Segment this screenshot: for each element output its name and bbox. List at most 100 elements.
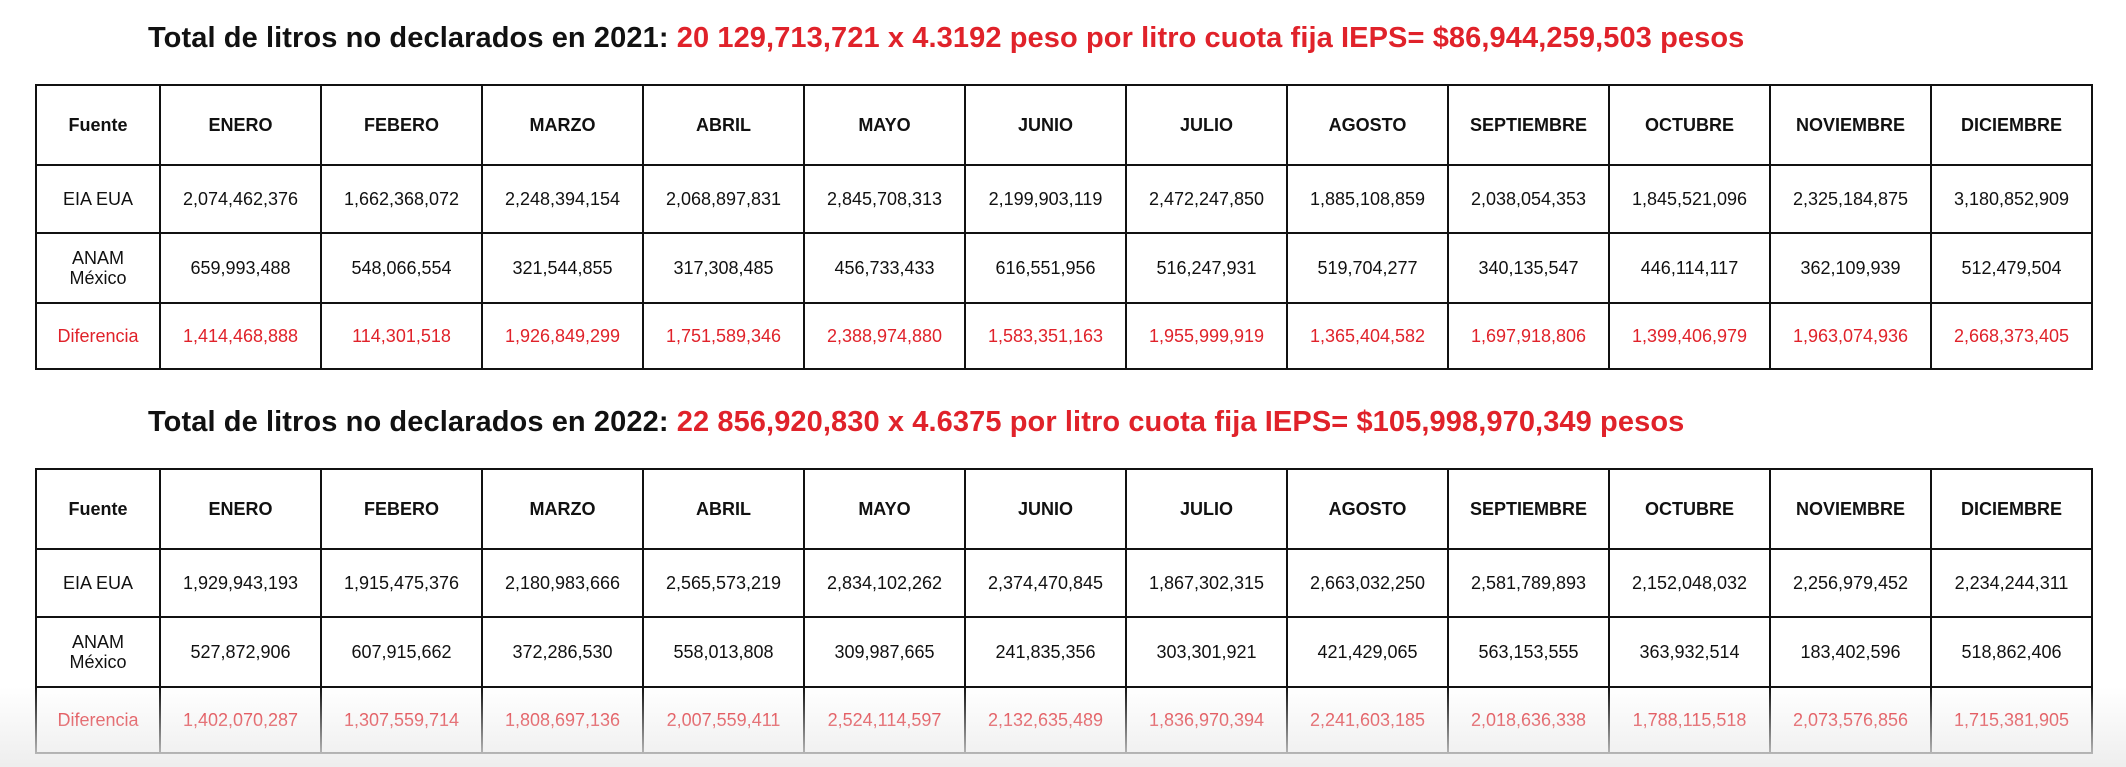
value-cell-enero: 659,993,488 [159,232,322,304]
section-title-2022: Total de litros no declarados en 2022: 2… [148,404,1684,440]
value-cell-agosto: 1,365,404,582 [1286,302,1449,370]
data-table-2022: Fuente ENERO FEBERO MARZO ABRIL MAYO JUNIO JULI… [35,468,2093,754]
value-cell-agosto: 421,429,065 [1286,616,1449,688]
value-cell-abril: 2,565,573,219 [642,548,805,618]
table-header-row: Fuente ENERO FEBERO MARZO ABRIL MAYO JUNIO JULI… [35,84,2093,166]
value-cell-julio: 1,836,970,394 [1125,686,1288,754]
value-cell-junio: 2,132,635,489 [964,686,1127,754]
value-cell-septiembre: 2,581,789,893 [1447,548,1610,618]
value-cell-junio: 1,583,351,163 [964,302,1127,370]
value-cell-octubre: 363,932,514 [1608,616,1771,688]
header-cell-noviembre: NOVIEMBRE [1769,84,1932,166]
section-title-2021: Total de litros no declarados en 2021: 2… [148,20,1744,56]
title-label: Total de litros no declarados en 2022: [148,406,677,438]
source-label: EIA EUA [35,164,161,234]
value-cell-mayo: 2,524,114,597 [803,686,966,754]
source-label: Diferencia [35,302,161,370]
value-cell-junio: 241,835,356 [964,616,1127,688]
value-cell-agosto: 1,885,108,859 [1286,164,1449,234]
value-cell-diciembre: 518,862,406 [1930,616,2093,688]
title-calculation: 22 856,920,830 x 4.6375 por litro cuota … [676,406,1685,438]
value-cell-mayo: 2,834,102,262 [803,548,966,618]
value-cell-mayo: 2,845,708,313 [803,164,966,234]
header-cell-diciembre: DICIEMBRE [1930,468,2093,550]
value-cell-julio: 2,472,247,850 [1125,164,1288,234]
value-cell-mayo: 309,987,665 [803,616,966,688]
value-cell-diciembre: 3,180,852,909 [1930,164,2093,234]
value-cell-abril: 2,068,897,831 [642,164,805,234]
source-label: ANAM México [35,232,161,304]
value-cell-enero: 2,074,462,376 [159,164,322,234]
value-cell-julio: 1,955,999,919 [1125,302,1288,370]
value-cell-marzo: 2,180,983,666 [481,548,644,618]
value-cell-febero: 1,307,559,714 [320,686,483,754]
value-cell-noviembre: 2,256,979,452 [1769,548,1932,618]
title-calculation: 20 129,713,721 x 4.3192 peso por litro c… [676,22,1745,54]
header-cell-octubre: OCTUBRE [1608,84,1771,166]
value-cell-junio: 2,374,470,845 [964,548,1127,618]
row-anam-mexico: ANAM México 527,872,906 607,915,662 372,286,… [35,616,2093,688]
header-cell-abril: ABRIL [642,468,805,550]
value-cell-julio: 516,247,931 [1125,232,1288,304]
value-cell-marzo: 1,926,849,299 [481,302,644,370]
value-cell-octubre: 1,788,115,518 [1608,686,1771,754]
title-label: Total de litros no declarados en 2021: [148,22,677,54]
header-cell-septiembre: SEPTIEMBRE [1447,84,1610,166]
header-cell-agosto: AGOSTO [1286,84,1449,166]
value-cell-junio: 616,551,956 [964,232,1127,304]
value-cell-febero: 548,066,554 [320,232,483,304]
value-cell-octubre: 446,114,117 [1608,232,1771,304]
value-cell-diciembre: 512,479,504 [1930,232,2093,304]
header-cell-marzo: MARZO [481,84,644,166]
value-cell-febero: 1,662,368,072 [320,164,483,234]
value-cell-octubre: 1,845,521,096 [1608,164,1771,234]
header-cell-septiembre: SEPTIEMBRE [1447,468,1610,550]
table-header-row: Fuente ENERO FEBERO MARZO ABRIL MAYO JUNIO JULI… [35,468,2093,550]
header-cell-noviembre: NOVIEMBRE [1769,468,1932,550]
value-cell-enero: 527,872,906 [159,616,322,688]
value-cell-julio: 303,301,921 [1125,616,1288,688]
value-cell-octubre: 1,399,406,979 [1608,302,1771,370]
value-cell-enero: 1,929,943,193 [159,548,322,618]
row-diferencia: Diferencia 1,402,070,287 1,307,559,714 1,80… [35,686,2093,754]
value-cell-septiembre: 2,018,636,338 [1447,686,1610,754]
row-diferencia: Diferencia 1,414,468,888 114,301,518 1,926,… [35,302,2093,370]
header-cell-marzo: MARZO [481,468,644,550]
value-cell-septiembre: 563,153,555 [1447,616,1610,688]
header-cell-julio: JULIO [1125,84,1288,166]
header-cell-fuente: Fuente [35,84,161,166]
value-cell-mayo: 2,388,974,880 [803,302,966,370]
row-eia-eua: EIA EUA 1,929,943,193 1,915,475,376 2,180,9… [35,548,2093,618]
value-cell-enero: 1,402,070,287 [159,686,322,754]
value-cell-febero: 114,301,518 [320,302,483,370]
header-cell-enero: ENERO [159,468,322,550]
value-cell-marzo: 372,286,530 [481,616,644,688]
header-cell-mayo: MAYO [803,84,966,166]
header-cell-febero: FEBERO [320,84,483,166]
value-cell-febero: 607,915,662 [320,616,483,688]
value-cell-abril: 2,007,559,411 [642,686,805,754]
header-cell-junio: JUNIO [964,84,1127,166]
value-cell-octubre: 2,152,048,032 [1608,548,1771,618]
value-cell-agosto: 519,704,277 [1286,232,1449,304]
header-cell-mayo: MAYO [803,468,966,550]
value-cell-noviembre: 2,073,576,856 [1769,686,1932,754]
value-cell-noviembre: 1,963,074,936 [1769,302,1932,370]
value-cell-enero: 1,414,468,888 [159,302,322,370]
value-cell-noviembre: 183,402,596 [1769,616,1932,688]
header-cell-enero: ENERO [159,84,322,166]
value-cell-marzo: 2,248,394,154 [481,164,644,234]
value-cell-diciembre: 2,668,373,405 [1930,302,2093,370]
value-cell-junio: 2,199,903,119 [964,164,1127,234]
value-cell-abril: 1,751,589,346 [642,302,805,370]
value-cell-febero: 1,915,475,376 [320,548,483,618]
header-cell-febero: FEBERO [320,468,483,550]
header-cell-fuente: Fuente [35,468,161,550]
row-anam-mexico: ANAM México 659,993,488 548,066,554 321,544,… [35,232,2093,304]
value-cell-septiembre: 340,135,547 [1447,232,1610,304]
header-cell-diciembre: DICIEMBRE [1930,84,2093,166]
value-cell-marzo: 1,808,697,136 [481,686,644,754]
value-cell-noviembre: 2,325,184,875 [1769,164,1932,234]
header-cell-julio: JULIO [1125,468,1288,550]
source-label: Diferencia [35,686,161,754]
